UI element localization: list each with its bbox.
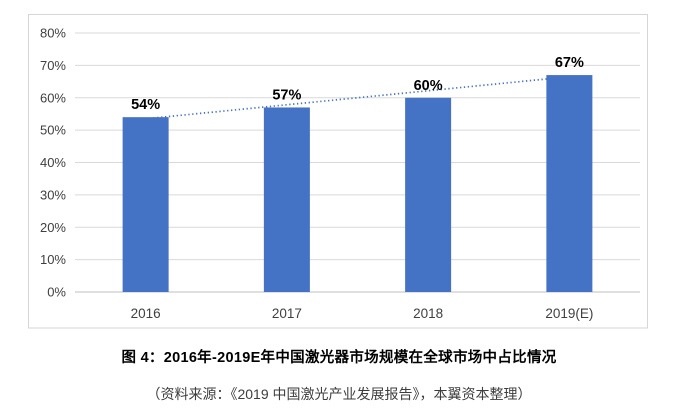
bar	[122, 117, 169, 292]
bar-value-label: 54%	[131, 97, 160, 113]
y-tick-label: 70%	[40, 58, 66, 73]
bar	[546, 75, 593, 293]
bar-value-label: 67%	[555, 55, 584, 71]
bar	[405, 97, 452, 292]
bar-chart: 0% 10% 20% 30% 40% 50% 60% 70% 80% 54% 2016 57% 2017…	[28, 14, 648, 329]
bar-value-label: 57%	[272, 87, 301, 103]
x-tick-label: 2016	[131, 306, 161, 321]
x-tick-label: 2017	[272, 306, 302, 321]
x-tick-label: 2019(E)	[545, 306, 593, 321]
y-tick-label: 0%	[47, 285, 66, 300]
x-tick-label: 2018	[413, 306, 443, 321]
figure-caption: 图 4：2016年-2019E年中国激光器市场规模在全球市场中占比情况	[121, 350, 557, 366]
y-tick-label: 80%	[40, 26, 66, 41]
y-tick-label: 10%	[40, 252, 66, 267]
y-tick-label: 30%	[40, 187, 66, 202]
trendline	[145, 75, 570, 120]
bar-value-label: 60%	[414, 78, 443, 94]
y-tick-label: 20%	[40, 220, 66, 235]
bar	[263, 107, 310, 293]
y-tick-label: 40%	[40, 155, 66, 170]
figure-source: （资料来源：《2019 中国激光产业发展报告》，本翼资本整理）	[146, 386, 532, 402]
y-tick-label: 60%	[40, 90, 66, 105]
y-tick-label: 50%	[40, 123, 66, 138]
